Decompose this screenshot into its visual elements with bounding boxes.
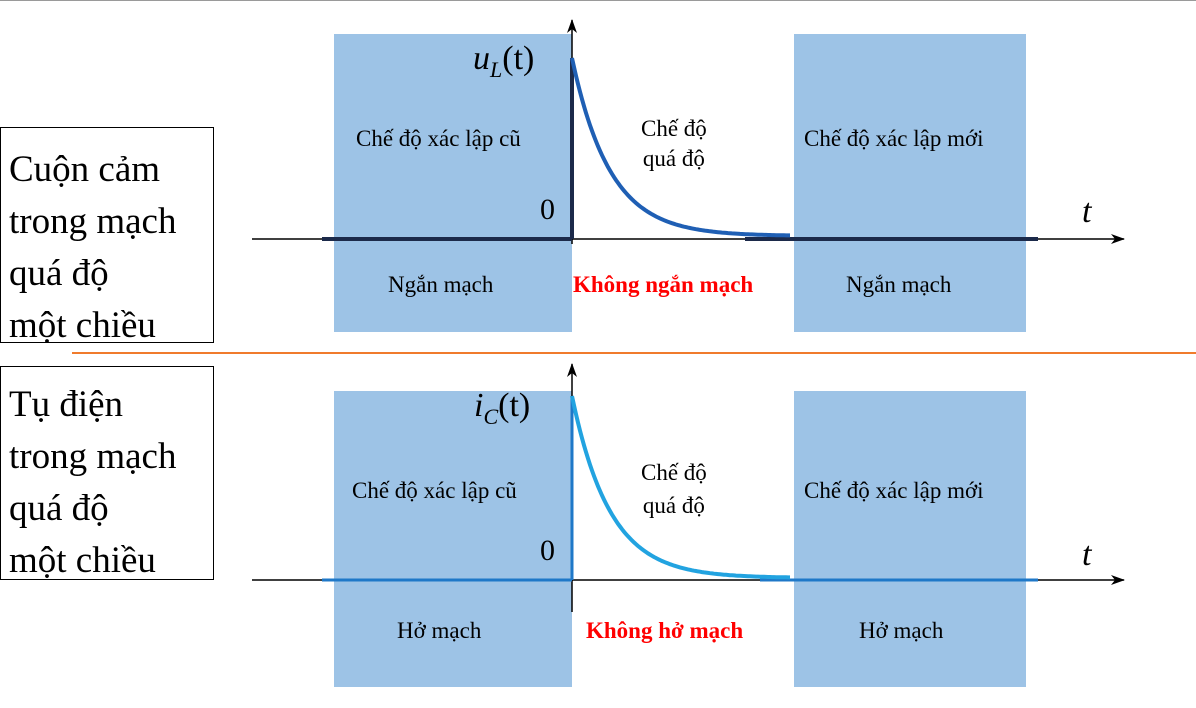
inductor-decay-curve [570,57,790,238]
inductor-signal-label: uL(t) [473,40,535,82]
inductor-middle-mode: Không ngắn mạch [573,272,754,297]
capacitor-old-state-label: Chế độ xác lập cũ [352,478,517,503]
inductor-new-state-label: Chế độ xác lập mới [804,126,984,151]
top-border [0,0,1196,1]
capacitor-new-state-label: Chế độ xác lập mới [804,478,984,503]
capacitor-signal-label: iC(t) [474,387,531,429]
new-steady-region-inductor [794,34,1026,332]
capacitor-transient-label: Chế độ quá độ [641,460,707,518]
capacitor-zero-label: 0 [540,534,555,567]
inductor-t-label: t [1082,193,1092,230]
inductor-side-label: Cuộn cảm trong mạch quá độ một chiều [0,127,214,346]
panel-separator [72,352,1196,354]
inductor-left-mode: Ngắn mạch [388,272,494,297]
old-steady-region-capacitor [334,391,572,687]
inductor-zero-label: 0 [540,193,555,226]
capacitor-right-mode: Hở mạch [859,618,944,643]
capacitor-side-label: Tụ điện trong mạch quá độ một chiều [0,366,214,581]
capacitor-left-mode: Hở mạch [397,618,482,643]
capacitor-middle-mode: Không hở mạch [586,618,744,643]
capacitor-decay-curve [570,395,790,580]
inductor-transient-label: Chế độ quá độ [641,116,707,171]
old-steady-region-inductor [334,34,572,332]
inductor-old-state-label: Chế độ xác lập cũ [356,126,521,151]
capacitor-t-label: t [1082,536,1092,573]
new-steady-region-capacitor [794,391,1026,687]
inductor-right-mode: Ngắn mạch [846,272,952,297]
